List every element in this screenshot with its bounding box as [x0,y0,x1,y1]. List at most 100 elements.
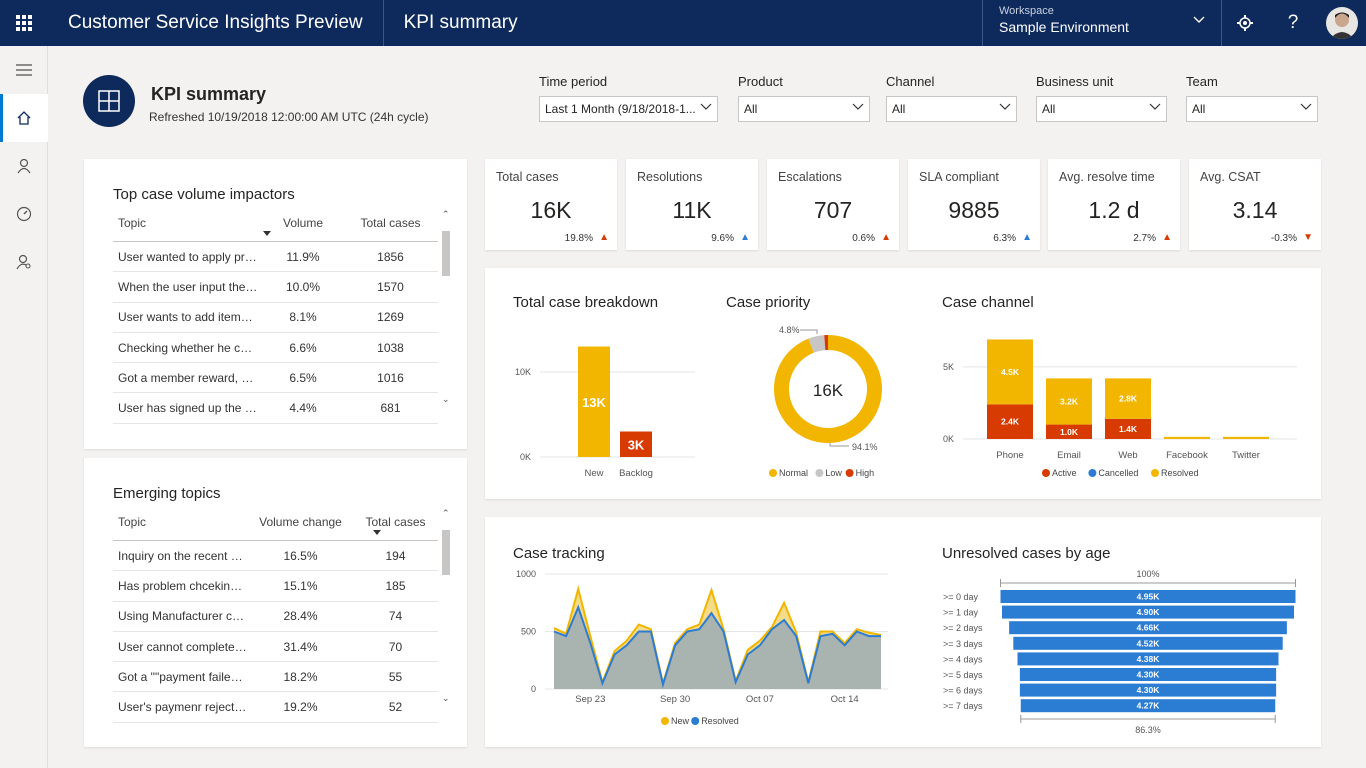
funnel-bar[interactable] [1017,652,1279,666]
bar-web-active[interactable] [1105,418,1151,439]
column-header-total-cases[interactable]: Total cases [365,514,426,529]
kpi-tile-sla-compliant[interactable]: SLA compliant 9885 6.3% ▲ [908,159,1040,250]
bar-phone-resolved[interactable] [987,339,1033,405]
kpi-tile-avg-csat[interactable]: Avg. CSAT 3.14 -0.3% ▼ [1189,159,1321,250]
bar-phone-active[interactable] [987,404,1033,439]
tracking-legend-label: New [671,716,690,726]
x-tick-label: Backlog [619,468,653,479]
hamburger-menu-icon[interactable] [0,46,48,94]
nav-agent-icon[interactable] [0,238,48,286]
volume-cell: 28.4% [283,609,318,624]
kpi-change: 0.6% [852,233,875,244]
card-title: Top case volume impactors [113,186,295,203]
topic-cell: Using Manufacturer coup... [118,609,248,624]
funnel-value-label: 4.38K [1137,654,1161,664]
nav-gauge-icon[interactable] [0,190,48,238]
time-period-dropdown[interactable]: Last 1 Month (9/18/2018-1... [539,96,718,122]
table-row[interactable]: When the user input the c... 10.0% 1570 [113,272,438,303]
volume-cell: 18.2% [283,669,318,684]
user-avatar[interactable] [1326,7,1358,39]
app-title[interactable]: Customer Service Insights Preview [48,0,384,46]
funnel-bar[interactable] [1020,699,1276,713]
bar-twitter-resolved[interactable] [1223,436,1269,439]
funnel-bar[interactable] [1019,668,1277,681]
funnel-bar[interactable] [1013,636,1283,650]
settings-gear-icon[interactable] [1222,0,1268,46]
table-row[interactable]: Using Manufacturer coup... 28.4% 74 [113,602,438,632]
bar-backlog[interactable] [620,431,652,458]
total-cases-cell: 1856 [377,249,404,264]
sort-desc-icon[interactable] [263,231,271,236]
nav-home-icon[interactable] [0,94,48,142]
table-header: Topic Volume Total cases [113,204,438,242]
kpi-change: 2.7% [1133,233,1156,244]
kpi-label: Escalations [778,170,842,184]
kpi-label: SLA compliant [919,170,999,184]
funnel-bar[interactable] [1000,590,1296,603]
workspace-selector[interactable]: Workspace Sample Environment [982,0,1222,46]
column-header-topic[interactable]: Topic [118,514,147,529]
total-cases-cell: 55 [388,669,403,684]
table-row[interactable]: Inquiry on the recent deal... 16.5% 194 [113,541,438,572]
trend-up-icon: ▲ [740,232,750,243]
x-tick-label: Facebook [1166,450,1208,461]
filter-channel: Channel All [886,74,1017,122]
funnel-bar[interactable] [1019,683,1277,697]
slice-low[interactable] [808,335,826,353]
column-header-volume-change[interactable]: Volume change [259,514,342,529]
business-unit-dropdown[interactable]: All [1036,96,1167,122]
x-tick-label: Oct 07 [746,694,774,705]
table-row[interactable]: Has problem chceking exp... 15.1% 185 [113,571,438,602]
funnel-category-label: >= 3 days [943,639,983,649]
table-row[interactable]: User cannot complete a p... 31.4% 70 [113,632,438,663]
help-icon[interactable]: ? [1287,12,1299,33]
table-row[interactable]: User wanted to apply pro... 11.9% 1856 [113,242,438,273]
app-launcher-icon[interactable] [0,0,48,46]
bar-facebook-resolved[interactable] [1164,436,1210,439]
channel-dropdown[interactable]: All [886,96,1017,122]
table-row[interactable]: Checking whether he can r... 6.6% 1038 [113,333,438,364]
total-cases-cell: 185 [385,578,406,593]
slice-high[interactable] [824,335,828,351]
bar-value-label: 3.2K [1060,396,1079,406]
table-row[interactable]: User's paymenr rejected d... 19.2% 52 [113,692,438,723]
funnel-bar[interactable] [1009,621,1287,635]
column-header-volume[interactable]: Volume [282,215,324,230]
trend-up-icon: ▲ [1162,232,1172,243]
dashboard-logo-icon [83,75,135,127]
filter-business-unit: Business unit All [1036,74,1167,122]
emerging-scrollbar[interactable]: ⌃ ⌄ [442,508,450,703]
sort-desc-icon[interactable] [373,530,381,535]
workspace-label: Workspace [999,5,1054,17]
bar-new[interactable] [578,346,610,458]
priority-legend-marker [815,469,824,477]
y-tick-label: 1000 [516,569,536,579]
team-dropdown[interactable]: All [1186,96,1318,122]
column-header-total-cases[interactable]: Total cases [360,215,421,230]
kpi-tile-total-cases[interactable]: Total cases 16K 19.8% ▲ [485,159,617,250]
nav-person-icon[interactable] [0,142,48,190]
table-row[interactable]: Got a member reward, an... 6.5% 1016 [113,363,438,394]
emerging-table: Topic Volume change Total cases Inquiry … [113,503,438,723]
table-row[interactable]: User wants to add items t... 8.1% 1269 [113,303,438,333]
funnel-bar[interactable] [1001,605,1295,619]
product-dropdown[interactable]: All [738,96,870,122]
impactors-scrollbar[interactable]: ⌃ ⌄ [442,209,450,404]
table-row[interactable]: User has signed up the ne... 4.4% 681 [113,393,438,424]
column-header-topic[interactable]: Topic [118,215,147,230]
priority-legend-label: Normal [779,468,808,478]
bar-email-resolved[interactable] [1046,378,1092,425]
bar-email-active[interactable] [1046,424,1092,439]
volume-cell: 6.6% [289,340,317,355]
kpi-tile-escalations[interactable]: Escalations 707 0.6% ▲ [767,159,899,250]
total-cases-cell: 681 [380,401,401,416]
line-resolved[interactable] [553,604,881,689]
kpi-tile-avg-resolve-time[interactable]: Avg. resolve time 1.2 d 2.7% ▲ [1048,159,1180,250]
kpi-value: 16K [530,197,572,223]
kpi-tile-resolutions[interactable]: Resolutions 11K 9.6% ▲ [626,159,758,250]
bar-web-resolved[interactable] [1105,378,1151,419]
table-row[interactable]: Got a ""payment failed"" ... 18.2% 55 [113,662,438,693]
emerging-topics-card: Emerging topics Topic Volume change Tota… [84,458,467,747]
funnel-category-label: >= 2 days [943,623,983,633]
channel-legend-marker [1151,469,1159,477]
